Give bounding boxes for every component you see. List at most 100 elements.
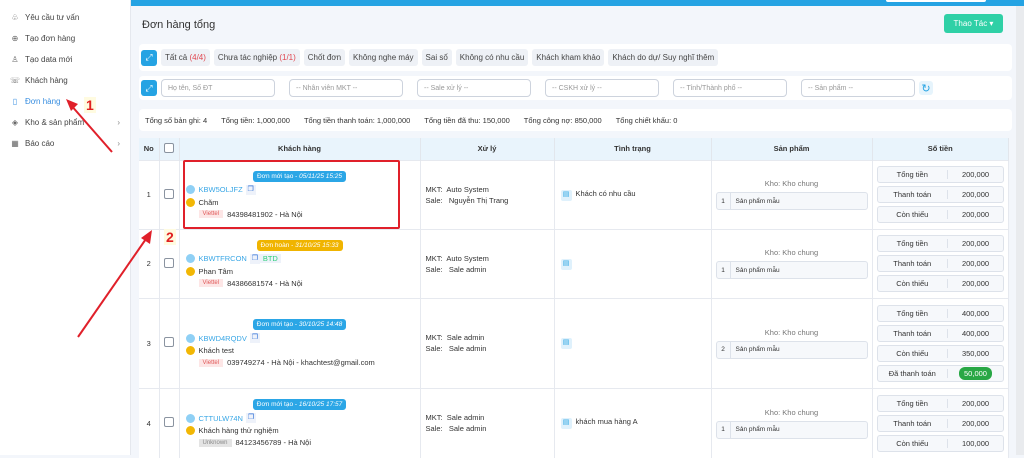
annotation-label-2: 2 bbox=[164, 229, 176, 245]
warehouse-label: Kho: Kho chung bbox=[764, 248, 819, 257]
row-no: 2 bbox=[139, 228, 160, 298]
amount-row: Thanh toán 200,000 bbox=[876, 186, 1004, 203]
amount-label: Tổng tiền bbox=[878, 308, 948, 318]
product-select[interactable]: -- Sản phẩm -- bbox=[801, 79, 915, 97]
status-tab[interactable]: Sai số bbox=[421, 49, 452, 66]
amount-row: Đã thanh toán 50,000 bbox=[876, 364, 1004, 382]
amount-value: 200,000 bbox=[961, 210, 990, 219]
sidebar-item-label: Tạo data mới bbox=[25, 55, 73, 64]
carrier-badge: Unknown bbox=[198, 438, 232, 447]
customer-contact: 039749274 - Hà Nội - khachtest@gmail.com bbox=[227, 358, 375, 367]
comment-icon[interactable]: ▤ bbox=[560, 338, 572, 349]
actions-dropdown-button[interactable]: Thao Tác ▾ bbox=[944, 14, 1003, 33]
order-code-link[interactable]: CTTULW74N bbox=[198, 413, 243, 423]
reload-icon[interactable]: ↻ bbox=[919, 81, 933, 95]
amount-row: Còn thiếu 200,000 bbox=[876, 275, 1004, 292]
order-status-badge: Đơn mới tạo - 16/10/25 17:57 bbox=[252, 399, 347, 411]
sidebar-item[interactable]: ⊕ Tạo đơn hàng bbox=[0, 28, 130, 49]
col-customer: Khách hàng bbox=[179, 138, 421, 160]
amount-label: Thanh toán bbox=[878, 259, 948, 268]
sidebar-item[interactable]: ▦ Báo cáo › bbox=[0, 133, 130, 154]
amount-label: Tổng tiền bbox=[878, 170, 948, 179]
sidebar-item[interactable]: ♙ Tạo data mới bbox=[0, 49, 130, 70]
scrollbar[interactable] bbox=[1016, 6, 1024, 455]
amount-label: Tổng tiền bbox=[878, 239, 948, 248]
mkt-value: Auto System bbox=[446, 253, 489, 263]
badge-date: 30/10/25 14:48 bbox=[298, 321, 343, 328]
status-text: Khách có nhu cầu bbox=[575, 188, 636, 198]
table-row: 1 Đơn mới tạo - 05/11/25 15:25 KBW5OLJFZ… bbox=[139, 159, 1009, 229]
sale-value: Nguyễn Thị Trang bbox=[448, 195, 509, 205]
report-icon: ▦ bbox=[11, 139, 19, 148]
copy-icon[interactable]: ❐ bbox=[245, 184, 256, 195]
name-phone-input[interactable]: Họ tên, Số ĐT bbox=[161, 79, 275, 97]
sidebar-item[interactable]: ▯ Đơn hàng bbox=[0, 91, 130, 112]
comment-icon[interactable]: ▤ bbox=[560, 189, 572, 201]
box-icon: ◈ bbox=[11, 118, 19, 127]
tab-count: (4/4) bbox=[189, 53, 206, 62]
mkt-select[interactable]: -- Nhân viên MKT -- bbox=[289, 79, 403, 97]
clock-icon bbox=[185, 266, 195, 276]
col-processing: Xử lý bbox=[420, 138, 555, 160]
city-select[interactable]: -- Tỉnh/Thành phố -- bbox=[673, 79, 787, 97]
sidebar-item-label: Yêu cầu tư vấn bbox=[25, 13, 80, 22]
tab-label: Không có nhu cầu bbox=[459, 53, 525, 62]
carrier-badge: Viettel bbox=[198, 210, 224, 218]
tab-label: Chốt đơn bbox=[307, 53, 342, 62]
row-no: 4 bbox=[139, 387, 160, 458]
sale-label: Sale: bbox=[425, 264, 443, 274]
row-checkbox[interactable] bbox=[164, 337, 174, 347]
order-code-link[interactable]: KBWTFRCON bbox=[198, 254, 247, 263]
status-tab[interactable]: Chưa tác nghiệp (1/1) bbox=[213, 49, 300, 66]
amount-label: Còn thiếu bbox=[878, 348, 948, 358]
order-icon bbox=[185, 333, 195, 343]
product-qty: 1 bbox=[717, 262, 731, 278]
copy-icon[interactable]: ❐ bbox=[249, 333, 260, 343]
warehouse-label: Kho: Kho chung bbox=[764, 179, 819, 188]
product-item: 2 Sản phẩm mẫu bbox=[715, 340, 868, 359]
product-qty: 2 bbox=[717, 341, 731, 358]
cskh-select[interactable]: -- CSKH xử lý -- bbox=[545, 79, 659, 97]
product-name: Sản phẩm mẫu bbox=[735, 346, 780, 353]
sidebar-item[interactable]: ◈ Kho & sản phẩm › bbox=[0, 112, 130, 133]
copy-icon[interactable]: ❐ bbox=[245, 413, 256, 424]
order-status-badge: Đơn hoàn - 31/10/25 15:33 bbox=[256, 239, 343, 251]
order-icon bbox=[185, 254, 195, 263]
sale-select[interactable]: -- Sale xử lý -- bbox=[417, 79, 531, 97]
expand-icon[interactable]: ⤢ bbox=[141, 49, 157, 66]
tab-label: Khách kham khảo bbox=[536, 53, 601, 62]
copy-icon[interactable]: ❐ bbox=[249, 253, 260, 264]
mkt-label: MKT: bbox=[425, 253, 443, 263]
status-tab[interactable]: Tất cả (4/4) bbox=[161, 49, 210, 66]
amount-value: 400,000 bbox=[961, 328, 990, 338]
summary-item: Tổng chiết khấu: 0 bbox=[615, 115, 678, 125]
order-code-link[interactable]: KBWD4RQDV bbox=[198, 333, 247, 343]
summary-item: Tổng tiền thanh toán: 1,000,000 bbox=[303, 115, 411, 125]
sidebar-item-label: Tạo đơn hàng bbox=[25, 34, 76, 43]
amount-row: Tổng tiền 200,000 bbox=[876, 166, 1004, 183]
warehouse-label: Kho: Kho chung bbox=[764, 327, 819, 337]
sale-value: Sale admin bbox=[448, 344, 487, 353]
status-tab[interactable]: Khách do dự/ Suy nghĩ thêm bbox=[608, 49, 719, 66]
sidebar-item[interactable]: ☏ Khách hàng bbox=[0, 70, 130, 91]
status-tab[interactable]: Chốt đơn bbox=[303, 49, 346, 66]
comment-icon[interactable]: ▤ bbox=[560, 418, 572, 430]
row-checkbox[interactable] bbox=[164, 257, 174, 268]
expand-icon[interactable]: ⤢ bbox=[141, 80, 157, 96]
order-code-link[interactable]: KBW5OLJFZ bbox=[198, 185, 243, 194]
row-no: 1 bbox=[139, 159, 160, 229]
row-checkbox[interactable] bbox=[164, 188, 174, 199]
product-name: Sản phẩm mẫu bbox=[735, 426, 780, 434]
select-all-checkbox[interactable] bbox=[164, 142, 174, 153]
plus-circle-icon: ⊕ bbox=[11, 34, 19, 43]
top-search-input[interactable] bbox=[886, 0, 986, 2]
comment-icon[interactable]: ▤ bbox=[560, 258, 572, 270]
status-tab[interactable]: Không nghe máy bbox=[349, 49, 418, 66]
amount-value: 400,000 bbox=[961, 308, 990, 318]
row-checkbox[interactable] bbox=[164, 417, 174, 428]
status-tab[interactable]: Khách kham khảo bbox=[532, 49, 605, 66]
chevron-right-icon: › bbox=[117, 118, 120, 127]
sidebar-item[interactable]: ♧ Yêu cầu tư vấn bbox=[0, 7, 130, 28]
badge-date: 31/10/25 15:33 bbox=[295, 241, 339, 249]
status-tab[interactable]: Không có nhu cầu bbox=[455, 49, 529, 66]
